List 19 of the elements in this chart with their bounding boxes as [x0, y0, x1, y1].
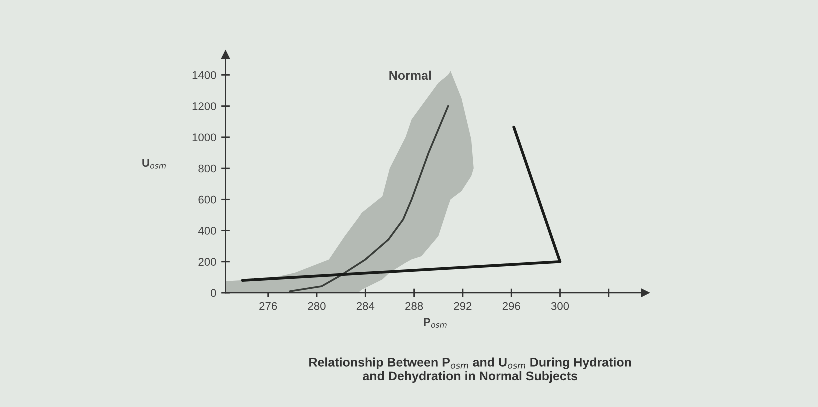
text: Relationship Between P$_{osm}$ and U$_{osm}$ During Hydration and Dehydration in Normal Subjects: [310, 358, 632, 384]
y-tick-label: 200: [198, 258, 216, 266]
x-axis-title: P$_{osm}$: [424, 318, 447, 328]
y-tick-label: 0: [210, 289, 216, 298]
y-tick-label: 400: [198, 227, 216, 235]
y-tick-label: 1200: [192, 102, 216, 110]
x-tick-label: 280: [308, 302, 326, 310]
x-tick-label: 300: [551, 302, 570, 310]
text: Normal: [390, 70, 432, 80]
x-tick-label: 296: [502, 302, 520, 310]
x-tick-label: 276: [260, 302, 278, 310]
x-tick-label: 284: [356, 302, 375, 310]
y-tick-label: 600: [198, 196, 216, 204]
y-axis-title: U$_{osm}$: [142, 159, 166, 169]
y-tick-label: 1000: [192, 134, 216, 142]
y-tick-label: 800: [198, 164, 216, 173]
x-tick-label: 288: [406, 302, 424, 310]
y-tick-label: 1400: [192, 71, 216, 80]
x-tick-label: 292: [454, 302, 472, 310]
